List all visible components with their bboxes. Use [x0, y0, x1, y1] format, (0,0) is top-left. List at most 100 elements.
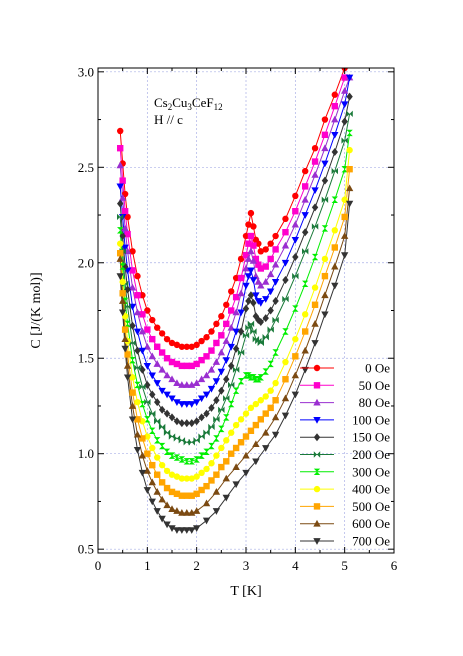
data-point	[257, 299, 265, 307]
data-point	[173, 417, 181, 426]
data-point	[282, 358, 289, 366]
data-point	[188, 509, 196, 516]
data-point	[183, 362, 190, 370]
data-point	[208, 403, 215, 412]
data-point	[302, 280, 309, 287]
data-point	[193, 341, 200, 349]
data-point	[168, 339, 176, 347]
data-point	[197, 395, 206, 403]
data-point	[228, 400, 235, 408]
data-point	[302, 167, 309, 175]
y-tick-label: 3.0	[78, 64, 94, 79]
data-point	[212, 488, 221, 495]
legend-label: 400 Oe	[352, 482, 390, 497]
data-point	[242, 410, 250, 417]
y-tick-label: 1.0	[78, 446, 94, 461]
data-point	[301, 195, 309, 203]
data-point	[123, 362, 132, 369]
data-point	[281, 394, 290, 402]
data-point	[139, 435, 146, 442]
data-point	[311, 144, 319, 152]
x-tick-label: 3	[243, 558, 250, 573]
data-point	[252, 400, 260, 408]
data-point	[242, 264, 250, 272]
data-point	[223, 458, 230, 465]
data-point	[228, 450, 235, 457]
data-point	[116, 183, 124, 191]
data-point	[173, 360, 181, 368]
data-point	[321, 272, 329, 280]
data-point	[311, 158, 319, 165]
data-point	[213, 339, 220, 347]
data-point	[203, 353, 210, 360]
data-point	[139, 292, 146, 299]
data-point	[173, 507, 181, 514]
data-point	[232, 344, 240, 353]
data-point	[154, 418, 161, 425]
data-point	[193, 473, 200, 480]
data-point	[321, 176, 329, 185]
data-point	[149, 427, 156, 434]
data-point	[149, 316, 156, 324]
data-point	[158, 365, 166, 373]
data-point	[311, 301, 319, 308]
data-point	[345, 184, 354, 192]
data-point	[321, 160, 329, 168]
data-point	[178, 419, 186, 428]
data-point	[272, 379, 279, 387]
formula-subscript: 2	[168, 102, 173, 112]
data-point	[158, 423, 166, 431]
data-point	[341, 74, 348, 81]
data-point	[213, 435, 220, 442]
data-point	[198, 337, 205, 345]
legend-label: 600 Oe	[352, 516, 390, 531]
data-point	[218, 313, 225, 320]
data-point	[139, 365, 146, 374]
data-point	[331, 167, 338, 175]
data-point	[252, 440, 260, 448]
data-point	[168, 471, 176, 478]
data-point	[242, 251, 250, 259]
formula-part: Cu	[172, 95, 188, 110]
data-point	[168, 433, 176, 440]
data-point	[129, 374, 136, 381]
data-point	[267, 240, 274, 247]
data-point	[134, 346, 141, 355]
data-point	[341, 166, 348, 173]
data-point	[292, 305, 299, 312]
data-point	[188, 492, 195, 499]
data-point	[158, 330, 166, 337]
data-point	[119, 290, 126, 297]
data-point	[148, 372, 156, 380]
data-point	[173, 454, 181, 461]
data-point	[282, 295, 289, 303]
data-point	[291, 236, 300, 244]
data-point	[267, 404, 274, 412]
data-point	[262, 334, 269, 341]
data-point	[153, 360, 161, 367]
data-point	[203, 448, 210, 455]
data-point	[242, 451, 250, 459]
data-point	[311, 187, 319, 195]
x-axis-label: T [K]	[230, 584, 261, 599]
data-point	[247, 404, 255, 412]
data-point	[139, 311, 146, 318]
data-point	[346, 146, 353, 154]
data-point	[340, 232, 349, 239]
x-tick-label: 5	[341, 558, 348, 573]
data-point	[183, 401, 191, 408]
data-point	[168, 452, 176, 459]
field-direction-annotation: H // c	[154, 112, 183, 127]
data-point	[222, 337, 230, 344]
data-point	[123, 374, 132, 382]
x-tick-label: 4	[292, 558, 299, 573]
data-point	[331, 196, 338, 203]
data-point	[117, 240, 124, 247]
data-point	[242, 232, 250, 240]
data-point	[198, 452, 205, 459]
y-tick-label: 0.5	[78, 542, 94, 557]
data-point	[148, 352, 156, 360]
legend-marker	[313, 485, 321, 493]
data-point	[178, 362, 186, 370]
data-point	[262, 393, 269, 400]
